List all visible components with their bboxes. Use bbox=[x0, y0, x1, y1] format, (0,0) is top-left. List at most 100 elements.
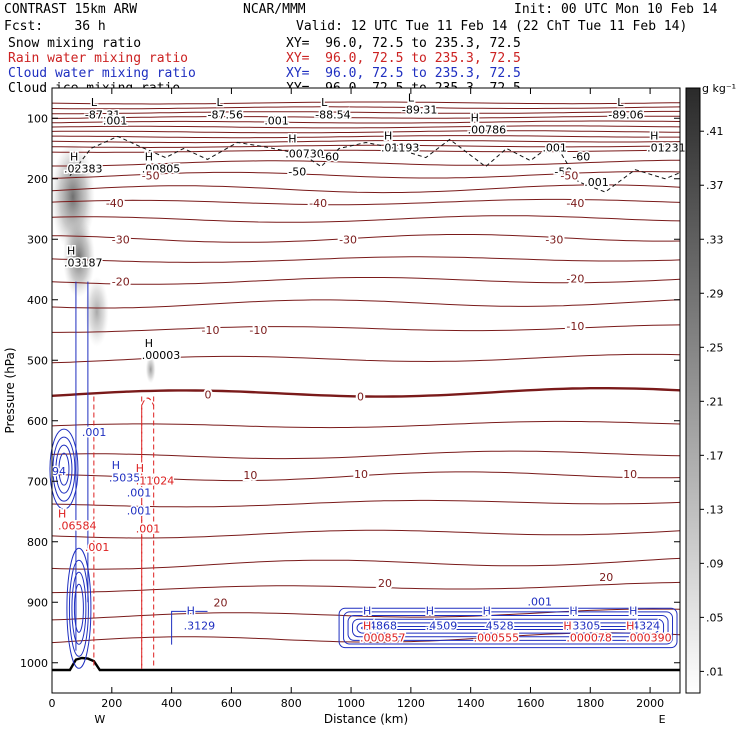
ice-label: .001 bbox=[264, 114, 289, 127]
temperature-contour bbox=[51, 198, 681, 206]
temperature-label: -40 bbox=[309, 197, 327, 210]
x-tick-label: 400 bbox=[161, 697, 182, 710]
colorbar-tick-label: .21 bbox=[706, 395, 724, 408]
rain-label: H bbox=[58, 508, 66, 521]
temperature-label: 10 bbox=[243, 469, 257, 482]
y-tick-label: 200 bbox=[27, 173, 48, 186]
temperature-contour bbox=[51, 140, 681, 144]
colorbar-tick-label: .33 bbox=[706, 233, 724, 246]
snow-label: .00805 bbox=[142, 163, 181, 176]
cloud-water-contour bbox=[338, 607, 678, 649]
x-tick-label: 1800 bbox=[576, 697, 604, 710]
cloud-water-contour bbox=[352, 618, 665, 638]
colorbar-tick-label: .37 bbox=[706, 179, 724, 192]
ground-surface-line bbox=[52, 656, 680, 672]
temperature-contour bbox=[51, 557, 681, 570]
temperature-contour bbox=[51, 581, 681, 594]
snow-label: H bbox=[384, 129, 392, 142]
forecast-hour: Fcst: 36 h bbox=[4, 19, 106, 34]
temperature-label: -40 bbox=[106, 197, 124, 210]
cloud-water-label: H bbox=[112, 459, 120, 472]
snow-label: H bbox=[145, 337, 153, 350]
temperature-contour bbox=[51, 353, 681, 364]
rain-label: .000078 bbox=[566, 632, 612, 645]
snow-label: -89.06 bbox=[608, 108, 643, 121]
snow-label: H bbox=[650, 129, 658, 142]
colorbar-tick-label: .13 bbox=[706, 503, 724, 516]
temperature-label: 20 bbox=[213, 596, 227, 609]
temperature-contour bbox=[51, 234, 681, 243]
cloud-water-label: .5035 bbox=[109, 471, 141, 484]
snow-label: .01193 bbox=[381, 142, 420, 155]
y-tick-label: 100 bbox=[27, 112, 48, 125]
cloud-water-contour bbox=[52, 436, 76, 502]
snow-label: L bbox=[321, 96, 328, 109]
cloud-water-contour bbox=[73, 583, 84, 633]
snow-label: .01231 bbox=[647, 142, 686, 155]
rain-label: .000555 bbox=[474, 632, 519, 645]
ice-label: .001 bbox=[542, 142, 567, 155]
temperature-contour bbox=[51, 184, 681, 194]
snow-label: L bbox=[216, 96, 223, 109]
snow-blob-small bbox=[145, 355, 156, 384]
temperature-label: -30 bbox=[112, 233, 130, 246]
temperature-contour bbox=[51, 450, 681, 460]
temperature-contour bbox=[52, 324, 681, 333]
temperature-contour bbox=[52, 135, 680, 139]
temperature-label: 20 bbox=[378, 577, 392, 590]
temperature-label: -30 bbox=[545, 233, 563, 246]
cloud-water-label: 4324 bbox=[632, 619, 660, 632]
snow-plume-mid bbox=[62, 217, 95, 298]
snow-label: -88.54 bbox=[315, 108, 350, 121]
snow-label: .00786 bbox=[468, 123, 507, 136]
cloud-water-contour bbox=[361, 625, 656, 630]
temperature-label: -50 bbox=[142, 170, 160, 183]
colorbar-tick-label: .25 bbox=[706, 341, 724, 354]
field-cloudwater-name: Cloud water mixing ratio bbox=[8, 66, 196, 81]
y-tick-label: 1000 bbox=[20, 657, 48, 670]
snow-label: .03187 bbox=[64, 256, 103, 269]
x-tick-label: 800 bbox=[281, 697, 302, 710]
ice-label: .001 bbox=[584, 176, 609, 189]
y-tick-label: 900 bbox=[27, 596, 48, 609]
ice-label: -50 bbox=[554, 166, 572, 179]
cloud-water-label: H bbox=[483, 604, 491, 617]
cloud-water-contour bbox=[171, 610, 208, 645]
ice-label: .001 bbox=[103, 114, 128, 127]
cloud-ice-contour bbox=[69, 135, 681, 193]
colorbar bbox=[685, 87, 701, 694]
cloud-water-contour bbox=[68, 559, 89, 657]
cloud-water-label: .001 bbox=[127, 505, 152, 518]
snow-label: .00730 bbox=[285, 148, 324, 161]
temperature-contour bbox=[52, 110, 680, 115]
ice-label: -60 bbox=[572, 151, 590, 164]
temperature-contour bbox=[51, 277, 681, 285]
temperature-contour bbox=[51, 144, 681, 149]
cloud-water-label: H bbox=[187, 604, 195, 617]
temperature-label: 0 bbox=[357, 391, 364, 404]
temperature-contour bbox=[51, 149, 681, 153]
cloud-water-contour bbox=[66, 547, 92, 669]
temperature-contour bbox=[51, 299, 681, 309]
x-tick-label: 0 bbox=[49, 697, 56, 710]
cloud-water-contour bbox=[55, 444, 73, 494]
rain-label: .11024 bbox=[136, 474, 175, 487]
cloud-water-label: 4868 bbox=[369, 619, 397, 632]
colorbar-tick-label: .05 bbox=[706, 611, 724, 624]
rain-label: H bbox=[136, 462, 144, 475]
snow-label: -89.31 bbox=[402, 103, 437, 116]
temperature-contour bbox=[51, 120, 681, 124]
y-tick-label: 700 bbox=[27, 475, 48, 488]
cloud-water-label: 4528 bbox=[486, 619, 514, 632]
cloud-water-label: .001 bbox=[127, 486, 152, 499]
field-rain-name: Rain water mixing ratio bbox=[8, 51, 189, 66]
temperature-label: -20 bbox=[566, 273, 584, 286]
field-snow-xy: XY= 96.0, 72.5 to 235.3, 72.5 bbox=[286, 36, 521, 51]
temperature-contour bbox=[51, 387, 681, 398]
cloud-water-contour bbox=[343, 611, 674, 645]
snow-label: .00003 bbox=[142, 349, 181, 362]
x-tick-label: 1400 bbox=[457, 697, 485, 710]
cloud-water-contour bbox=[356, 622, 660, 634]
temperature-contour bbox=[52, 159, 681, 167]
cloud-water-label: 3305 bbox=[572, 619, 600, 632]
